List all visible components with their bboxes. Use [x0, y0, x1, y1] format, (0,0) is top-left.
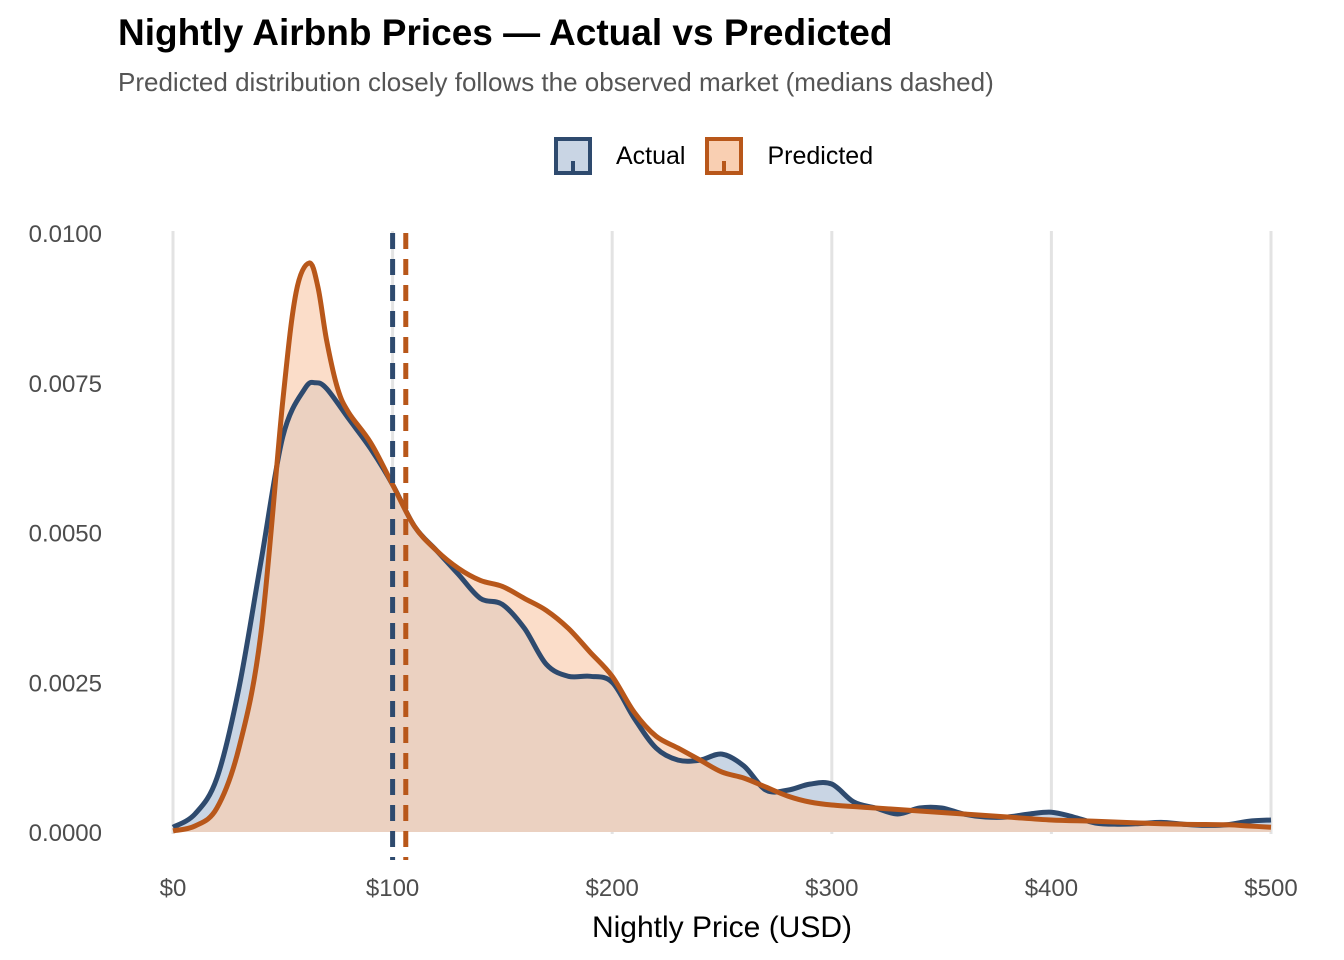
density-areas [173, 262, 1271, 832]
y-tick-label: 0.0025 [29, 670, 102, 697]
x-tick-label: $500 [1244, 875, 1297, 902]
density-area-predicted [173, 262, 1271, 832]
legend-item-predicted[interactable]: Predicted [705, 137, 873, 175]
chart-title: Nightly Airbnb Prices — Actual vs Predic… [118, 12, 893, 53]
median-lines [390, 233, 409, 860]
chart-subtitle: Predicted distribution closely follows t… [118, 67, 994, 97]
legend-label-predicted: Predicted [767, 141, 874, 170]
y-tick-label: 0.0100 [29, 221, 102, 248]
x-tick-label: $400 [1025, 875, 1078, 902]
density-lines [171, 260, 1272, 834]
y-tick-label: 0.0075 [29, 371, 102, 398]
density-line-predicted [172, 260, 1272, 834]
legend-key-predicted [705, 137, 744, 175]
legend-item-actual[interactable]: Actual [554, 137, 685, 175]
y-tick-label: 0.0050 [29, 521, 102, 548]
x-axis-ticks: $0 $100 $200 $300 $400 $500 [160, 875, 1298, 902]
legend: Actual Predicted [554, 132, 893, 180]
x-tick-label: $300 [805, 875, 858, 902]
x-tick-label: $200 [586, 875, 639, 902]
legend-label-actual: Actual [616, 141, 686, 170]
x-tick-label: $0 [160, 875, 187, 902]
x-tick-label: $100 [366, 875, 419, 902]
legend-key-actual [554, 137, 592, 175]
y-axis-ticks: 0.0000 0.0025 0.0050 0.0075 0.0100 [29, 221, 102, 847]
y-tick-label: 0.0000 [29, 820, 102, 847]
x-axis-title: Nightly Price (USD) [592, 911, 852, 944]
